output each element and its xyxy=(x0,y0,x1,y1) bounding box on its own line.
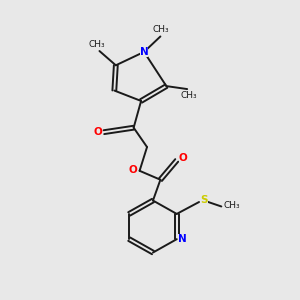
Text: O: O xyxy=(93,127,102,137)
Text: N: N xyxy=(178,234,187,244)
Text: CH₃: CH₃ xyxy=(153,25,169,34)
Text: CH₃: CH₃ xyxy=(89,40,105,49)
Text: N: N xyxy=(140,47,148,57)
Text: CH₃: CH₃ xyxy=(224,201,240,210)
Text: S: S xyxy=(201,195,208,205)
Text: O: O xyxy=(179,153,188,163)
Text: O: O xyxy=(129,165,137,175)
Text: CH₃: CH₃ xyxy=(181,91,197,100)
